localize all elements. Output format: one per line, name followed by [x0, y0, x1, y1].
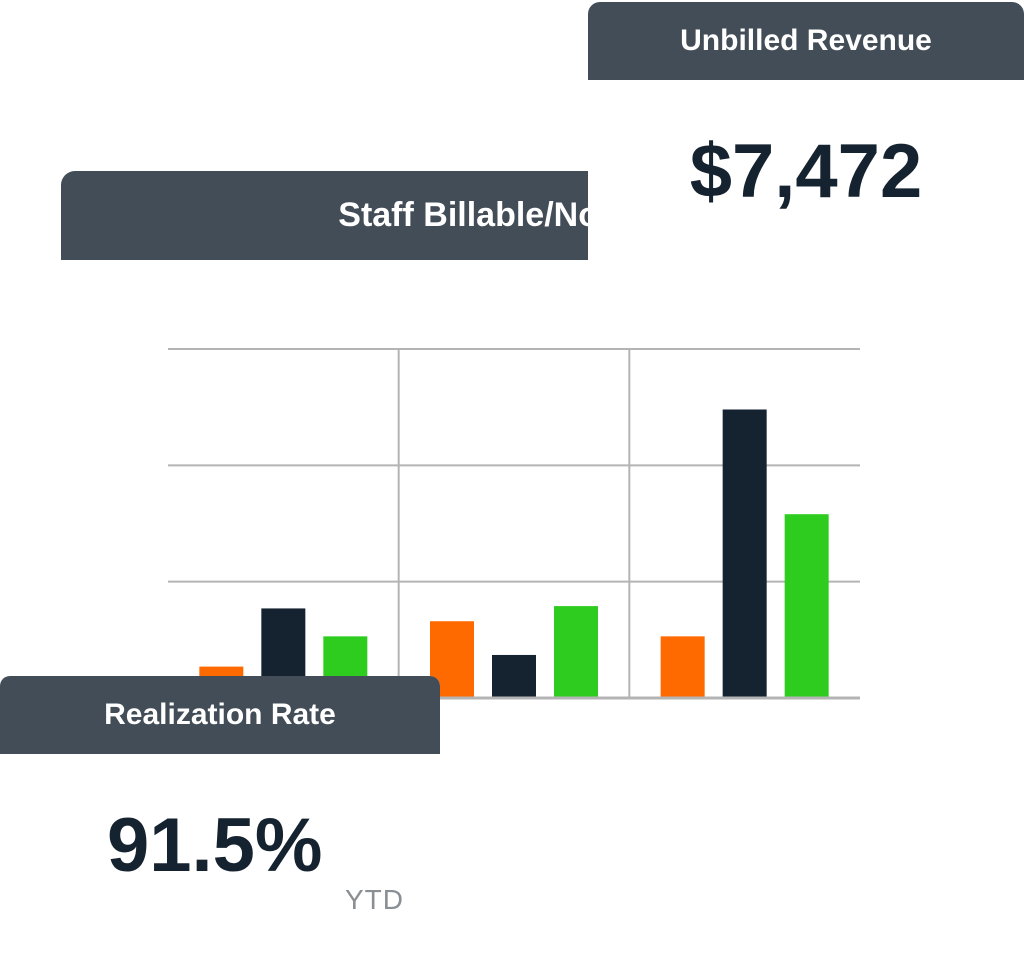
unbilled-revenue-card: Unbilled Revenue $7,472 — [588, 2, 1024, 288]
realization-rate-title: Realization Rate — [104, 698, 336, 731]
staff-billable-chart — [168, 348, 860, 700]
realization-rate-period: YTD — [345, 884, 404, 915]
realization-rate-card: Realization Rate 91.5% YTD — [0, 676, 440, 965]
chart-bar — [784, 514, 829, 697]
chart-bar — [722, 409, 767, 697]
chart-bar — [554, 606, 598, 697]
unbilled-revenue-value: $7,472 — [689, 129, 923, 214]
chart-bar — [492, 654, 536, 697]
realization-rate-value: 91.5% — [107, 803, 323, 888]
realization-rate-header: Realization Rate — [0, 676, 440, 754]
chart-bar — [660, 636, 705, 697]
unbilled-revenue-header: Unbilled Revenue — [588, 2, 1024, 80]
unbilled-revenue-title: Unbilled Revenue — [680, 24, 932, 57]
